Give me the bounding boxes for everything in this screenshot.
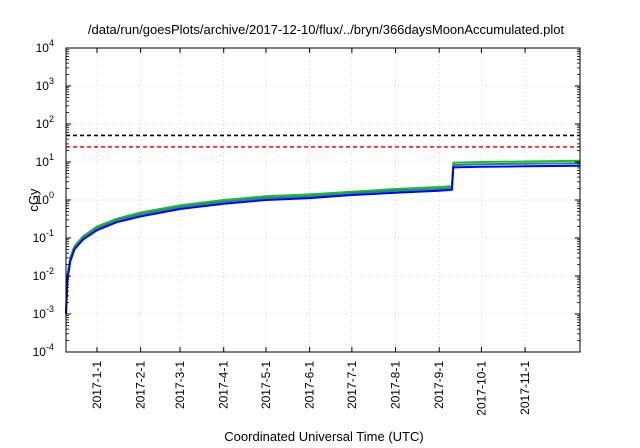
x-tick-label: 2017-5-1 [259, 361, 273, 409]
y-tick-label: 10-4 [33, 342, 54, 359]
series-line [65, 164, 581, 315]
x-tick-label: 2017-1-1 [90, 361, 104, 409]
x-tick-label: 2017-8-1 [389, 361, 403, 409]
y-tick-label: 10-1 [33, 228, 54, 245]
y-tick-label: 10-2 [33, 266, 54, 283]
x-tick-label: 2017-10-1 [474, 361, 488, 416]
series-line [65, 159, 581, 315]
reference-lines [66, 134, 580, 148]
x-tick-label: 2017-6-1 [303, 361, 317, 409]
chart-title: /data/run/goesPlots/archive/2017-12-10/f… [88, 22, 565, 37]
x-tick-label: 2017-4-1 [217, 361, 231, 409]
x-axis-label: Coordinated Universal Time (UTC) [224, 429, 423, 444]
y-tick-label: 100 [36, 190, 54, 207]
series-layer [65, 159, 581, 315]
x-tick-label: 2017-9-1 [432, 361, 446, 409]
y-axis-label: cGy [26, 188, 41, 212]
x-tick-label: 2017-11-1 [518, 361, 532, 415]
x-tick-label: 2017-7-1 [345, 361, 359, 409]
y-tick-label: 103 [36, 76, 54, 93]
series-line [65, 162, 581, 315]
y-tick-label: 101 [36, 152, 54, 169]
x-tick-label: 2017-2-1 [134, 361, 148, 409]
y-tick-label: 102 [36, 114, 54, 131]
x-tick-label: 2017-3-1 [173, 361, 187, 409]
y-tick-label: 104 [36, 38, 54, 55]
grid-layer [66, 48, 580, 352]
y-tick-label: 10-3 [33, 304, 54, 321]
tick-layer: 10-4 10-3 10-2 10-1 100 101 102 103 104 2017-1-1 2… [33, 38, 580, 416]
